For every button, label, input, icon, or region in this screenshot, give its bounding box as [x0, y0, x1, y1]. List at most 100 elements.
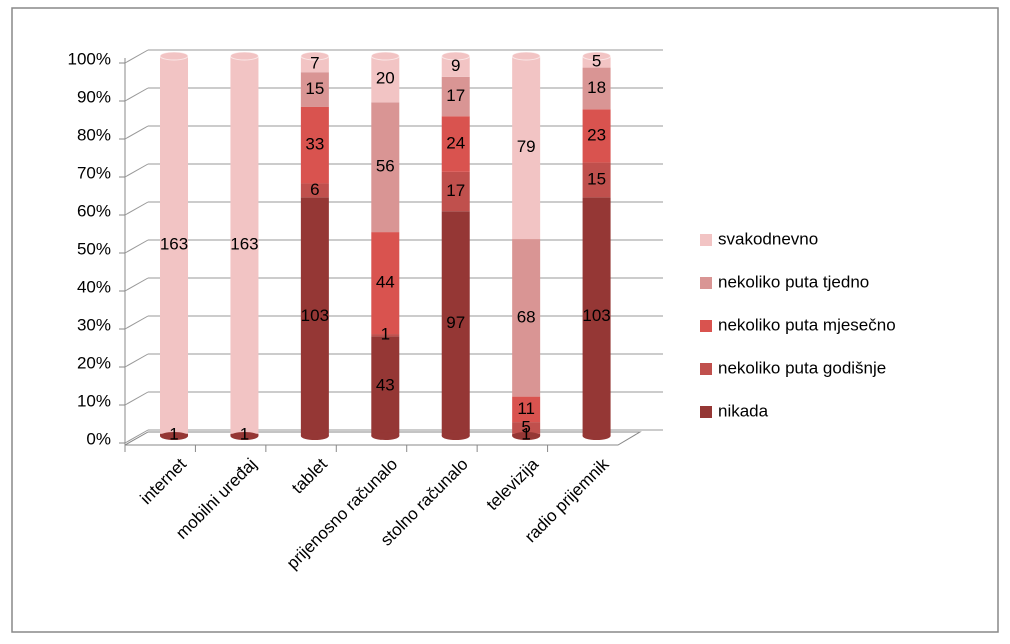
bar-segment [300, 197, 329, 436]
legend-label: svakodnevno [718, 229, 818, 248]
data-label: 97 [446, 313, 465, 332]
grid-line [124, 239, 149, 254]
data-label: 15 [305, 79, 324, 98]
bar-segment [441, 171, 470, 212]
y-tick-label: 20% [77, 353, 111, 372]
data-label: 103 [582, 306, 610, 325]
grid-line [124, 315, 149, 330]
bar-top [229, 51, 259, 61]
y-tick-label: 10% [77, 391, 111, 410]
bar-segment [300, 56, 329, 73]
bar-segment [582, 197, 611, 436]
data-label: 5 [521, 417, 530, 436]
grid-line [124, 125, 149, 140]
bar-segment [371, 334, 400, 337]
floor [124, 431, 642, 446]
bar-top [511, 51, 541, 61]
data-label: 15 [587, 169, 606, 188]
grid-line [124, 277, 149, 292]
legend-swatch [700, 320, 712, 332]
data-label: 18 [587, 78, 606, 97]
grid-line [124, 163, 149, 178]
bar-top [300, 51, 330, 61]
bar-bottom [512, 432, 541, 440]
legend-swatch [700, 234, 712, 246]
data-label: 1 [240, 424, 249, 443]
bar-segment [582, 162, 611, 198]
y-tick-label: 40% [77, 277, 111, 296]
data-label: 9 [451, 56, 460, 75]
bar-segment [300, 72, 329, 107]
grid-line [124, 201, 149, 216]
data-label: 79 [517, 137, 536, 156]
data-label: 68 [517, 307, 536, 326]
bar-segment [371, 56, 400, 103]
bar-top [582, 51, 612, 61]
bar-segment [582, 109, 611, 163]
bar-segment [441, 56, 470, 77]
legend-label: nekoliko puta godišnje [718, 358, 886, 377]
bar-bottom [582, 432, 611, 440]
bar-bottom [300, 432, 329, 440]
bar-bottom [441, 432, 470, 440]
y-tick-label: 100% [68, 49, 111, 68]
y-tick-label: 80% [77, 125, 111, 144]
bar-bottom [230, 432, 259, 440]
bar-bottom [160, 432, 189, 440]
legend-swatch [700, 406, 712, 418]
bar-top [441, 51, 471, 61]
legend-label: nekoliko puta mjesečno [718, 315, 896, 334]
data-label: 103 [301, 306, 329, 325]
bar-segment [160, 56, 189, 434]
data-label: 7 [310, 54, 319, 73]
data-label: 17 [446, 181, 465, 200]
data-label: 24 [446, 134, 465, 153]
grid-line [124, 353, 149, 368]
bar-segment [512, 239, 541, 397]
legend-label: nekoliko puta tjedno [718, 272, 869, 291]
y-tick-label: 30% [77, 315, 111, 334]
y-tick-label: 60% [77, 201, 111, 220]
data-label: 163 [160, 234, 188, 253]
grid-line [124, 429, 149, 444]
bar-segment [300, 106, 329, 184]
y-tick-label: 50% [77, 239, 111, 258]
bar-bottom [371, 432, 400, 440]
bar-segment [230, 56, 259, 434]
bar-segment [512, 396, 541, 423]
bar-segment [512, 422, 541, 434]
bar-segment [582, 67, 611, 110]
bar-segment [371, 336, 400, 436]
bar-segment [441, 76, 470, 117]
data-label: 56 [376, 157, 395, 176]
grid-line [124, 87, 149, 102]
data-label: 11 [517, 399, 535, 418]
grid-line [124, 391, 149, 406]
data-label: 5 [592, 51, 601, 70]
data-label: 33 [305, 135, 324, 154]
bar-segment [582, 56, 611, 68]
y-tick-label: 0% [86, 429, 111, 448]
data-label: 23 [587, 125, 606, 144]
legend-swatch [700, 277, 712, 289]
y-tick-label: 90% [77, 87, 111, 106]
data-label: 163 [230, 234, 258, 253]
data-label: 17 [446, 86, 465, 105]
bar-top [159, 51, 189, 61]
bar-segment [512, 56, 541, 240]
bar-segment [371, 102, 400, 233]
grid-line [124, 49, 149, 64]
data-label: 20 [376, 69, 395, 88]
data-label: 1 [521, 424, 530, 443]
data-label: 43 [376, 376, 395, 395]
data-label: 1 [169, 424, 178, 443]
data-label: 1 [381, 325, 390, 344]
bar-segment [441, 116, 470, 172]
legend-swatch [700, 363, 712, 375]
bar-segment [371, 232, 400, 335]
bar-segment [300, 183, 329, 198]
y-tick-label: 70% [77, 163, 111, 182]
data-label: 6 [310, 180, 319, 199]
data-label: 44 [376, 273, 395, 292]
